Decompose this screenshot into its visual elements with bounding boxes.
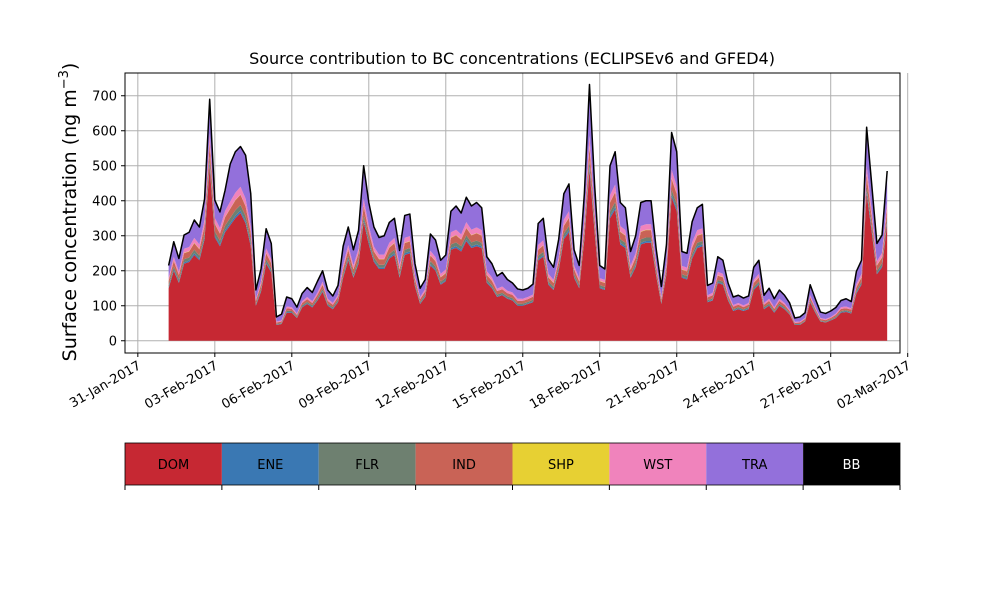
legend-label-bb: BB [843, 458, 861, 473]
legend-swatch-tra [706, 443, 804, 485]
area-bb [168, 84, 888, 318]
legend-swatch-wst [609, 443, 707, 485]
total-line [167, 83, 888, 319]
legend-swatch-ene [221, 443, 319, 485]
legend-colorbar: DOM ENE FLR IND SHP WST TRA BB [124, 442, 901, 490]
chart-title: Source contribution to BC concentrations… [249, 49, 775, 68]
total-line-path [167, 83, 888, 319]
x-axis-ticks: 31-Jan-201703-Feb-201706-Feb-201709-Feb-… [67, 353, 914, 413]
y-axis-label: Surface concentration (ng m−3) [57, 63, 81, 362]
legend-swatch-bb [803, 443, 900, 485]
x-tick-label: 24-Feb-2017 [681, 358, 760, 412]
x-tick-label: 27-Feb-2017 [758, 358, 837, 412]
y-tick-label: 100 [92, 299, 117, 314]
y-tick-label: 0 [109, 334, 117, 349]
x-tick-label: 03-Feb-2017 [142, 358, 221, 412]
legend-label-wst: WST [643, 458, 672, 473]
legend-label-flr: FLR [355, 458, 379, 473]
legend-label-dom: DOM [158, 458, 189, 473]
x-tick-label: 12-Feb-2017 [373, 358, 452, 412]
legend-swatch-shp [512, 443, 610, 485]
plot-frame [124, 72, 901, 354]
y-tick-label: 700 [92, 89, 117, 104]
area-tra [168, 84, 888, 322]
stacked-areas [168, 84, 888, 341]
x-tick-label: 31-Jan-2017 [67, 358, 144, 411]
legend-swatch-flr [318, 443, 416, 485]
x-tick-label: 06-Feb-2017 [219, 358, 298, 412]
x-tick-label: 15-Feb-2017 [450, 358, 529, 412]
area-dom [168, 165, 888, 341]
y-axis-ticks: 0 100 200 300 400 500 600 700 [92, 89, 125, 349]
x-tick-label: 18-Feb-2017 [527, 358, 606, 412]
y-tick-label: 200 [92, 264, 117, 279]
y-tick-label: 500 [92, 159, 117, 174]
legend-label-shp: SHP [548, 458, 574, 473]
legend-label-tra: TRA [741, 458, 767, 473]
legend-swatch-ind [415, 443, 513, 485]
y-tick-label: 600 [92, 124, 117, 139]
x-tick-label: 02-Mar-2017 [835, 358, 914, 412]
legend-label-ind: IND [452, 458, 476, 473]
legend-swatch-dom [125, 443, 222, 485]
legend-label-ene: ENE [257, 458, 283, 473]
x-tick-label: 09-Feb-2017 [296, 358, 375, 412]
y-tick-label: 300 [92, 229, 117, 244]
x-tick-label: 21-Feb-2017 [604, 358, 683, 412]
y-tick-label: 400 [92, 194, 117, 209]
